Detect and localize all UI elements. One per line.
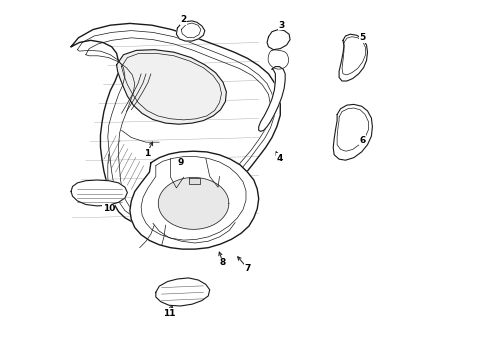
Polygon shape [156, 278, 210, 306]
Polygon shape [158, 177, 229, 229]
Text: 9: 9 [177, 158, 184, 167]
Text: 5: 5 [360, 33, 366, 42]
Polygon shape [185, 192, 205, 198]
Polygon shape [176, 21, 205, 41]
Text: 11: 11 [163, 309, 175, 318]
Text: 4: 4 [276, 154, 283, 163]
Polygon shape [189, 178, 200, 184]
Polygon shape [333, 104, 372, 160]
Polygon shape [71, 23, 280, 226]
Polygon shape [339, 34, 368, 81]
Polygon shape [117, 50, 226, 124]
Text: 6: 6 [360, 136, 366, 145]
Text: 10: 10 [102, 204, 115, 213]
Polygon shape [71, 180, 127, 206]
Text: 3: 3 [279, 21, 285, 30]
Polygon shape [267, 30, 290, 50]
Text: 2: 2 [181, 15, 187, 24]
Text: 1: 1 [144, 149, 150, 158]
Polygon shape [130, 151, 259, 249]
Polygon shape [268, 50, 289, 69]
Polygon shape [206, 178, 228, 185]
Text: 7: 7 [244, 264, 251, 273]
Text: 8: 8 [220, 258, 226, 267]
Polygon shape [259, 67, 285, 131]
